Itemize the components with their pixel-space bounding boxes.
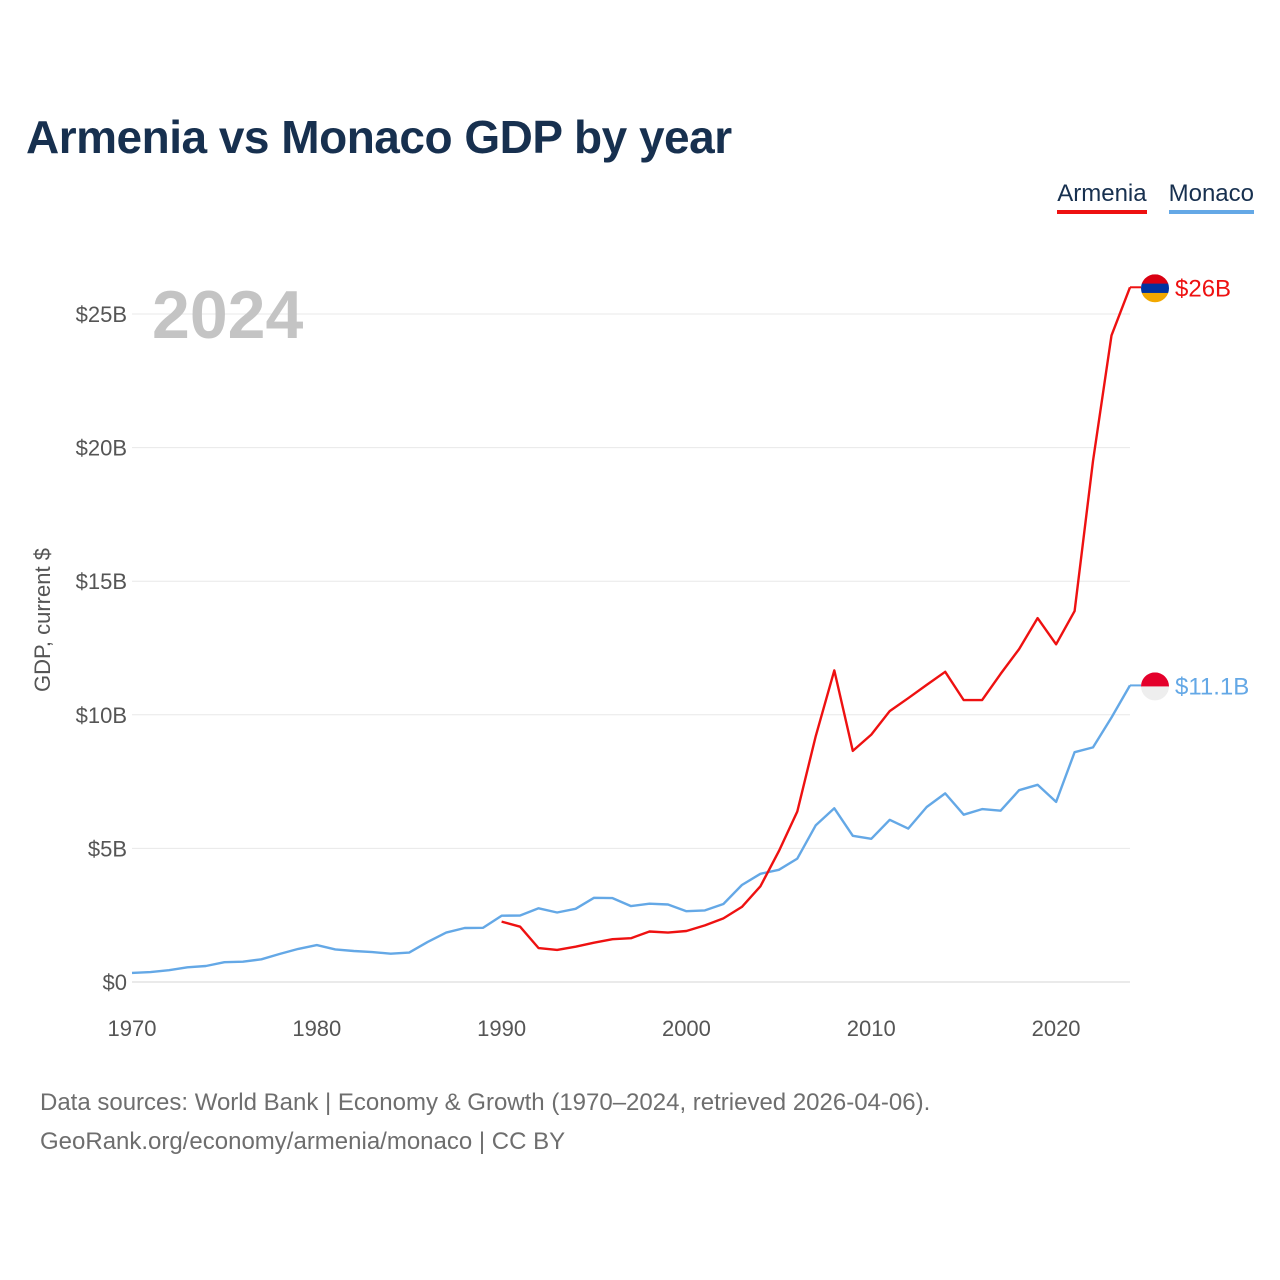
flag-stripe (1141, 283, 1169, 294)
x-tick-label: 1980 (292, 1016, 341, 1041)
series-line-armenia (501, 286, 1132, 952)
x-tick-label: 2010 (847, 1016, 896, 1041)
armenia-flag-icon (1141, 274, 1169, 303)
y-tick-label: $20B (76, 436, 127, 461)
x-tick-label: 2000 (662, 1016, 711, 1041)
footer-source: Data sources: World Bank | Economy & Gro… (40, 1089, 931, 1116)
series-line-monaco (131, 684, 1132, 975)
end-value-label-armenia: $26B (1175, 275, 1231, 302)
legend: Armenia Monaco (1057, 180, 1254, 214)
year-display: 2024 (152, 277, 303, 353)
footer: Data sources: World Bank | Economy & Gro… (40, 1083, 930, 1161)
y-tick-label: $15B (76, 569, 127, 594)
flag-stripe (1141, 292, 1169, 303)
end-value-label-monaco: $11.1B (1175, 673, 1249, 700)
y-axis-label: GDP, current $ (30, 548, 55, 692)
x-tick-label: 2020 (1032, 1016, 1081, 1041)
flag-stripe (1141, 686, 1169, 701)
y-tick-label: $10B (76, 703, 127, 728)
x-tick-label: 1970 (108, 1016, 157, 1041)
x-tick-label: 1990 (477, 1016, 526, 1041)
y-tick-label: $25B (76, 302, 127, 327)
chart-title: Armenia vs Monaco GDP by year (26, 111, 732, 163)
y-tick-label: $5B (88, 836, 127, 861)
flag-stripe (1141, 274, 1169, 285)
legend-monaco[interactable]: Monaco (1168, 180, 1254, 214)
footer-link[interactable]: GeoRank.org/economy/armenia/monaco | CC … (40, 1128, 566, 1155)
monaco-flag-icon (1141, 672, 1169, 701)
flag-stripe (1141, 672, 1169, 687)
y-tick-label: $0 (103, 970, 127, 995)
legend-armenia[interactable]: Armenia (1057, 180, 1147, 214)
